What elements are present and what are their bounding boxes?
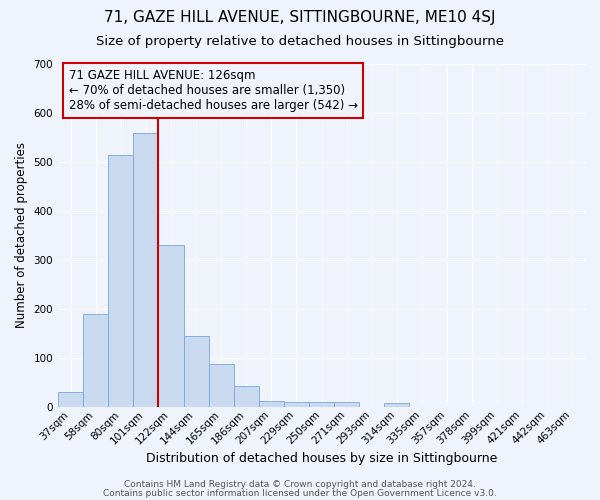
Bar <box>334 402 359 407</box>
Text: 71 GAZE HILL AVENUE: 126sqm
← 70% of detached houses are smaller (1,350)
28% of : 71 GAZE HILL AVENUE: 126sqm ← 70% of det… <box>68 69 358 112</box>
Bar <box>184 336 209 407</box>
Bar <box>384 403 409 407</box>
Bar <box>58 392 83 407</box>
Text: Contains HM Land Registry data © Crown copyright and database right 2024.: Contains HM Land Registry data © Crown c… <box>124 480 476 489</box>
Text: Size of property relative to detached houses in Sittingbourne: Size of property relative to detached ho… <box>96 35 504 48</box>
Bar <box>233 386 259 407</box>
Bar <box>209 364 233 407</box>
Bar <box>108 154 133 407</box>
Bar <box>309 402 334 407</box>
Bar <box>83 314 108 407</box>
Bar <box>284 402 309 407</box>
Text: Contains public sector information licensed under the Open Government Licence v3: Contains public sector information licen… <box>103 488 497 498</box>
Y-axis label: Number of detached properties: Number of detached properties <box>15 142 28 328</box>
Text: 71, GAZE HILL AVENUE, SITTINGBOURNE, ME10 4SJ: 71, GAZE HILL AVENUE, SITTINGBOURNE, ME1… <box>104 10 496 25</box>
X-axis label: Distribution of detached houses by size in Sittingbourne: Distribution of detached houses by size … <box>146 452 497 465</box>
Bar <box>158 245 184 407</box>
Bar <box>133 132 158 407</box>
Bar <box>259 401 284 407</box>
